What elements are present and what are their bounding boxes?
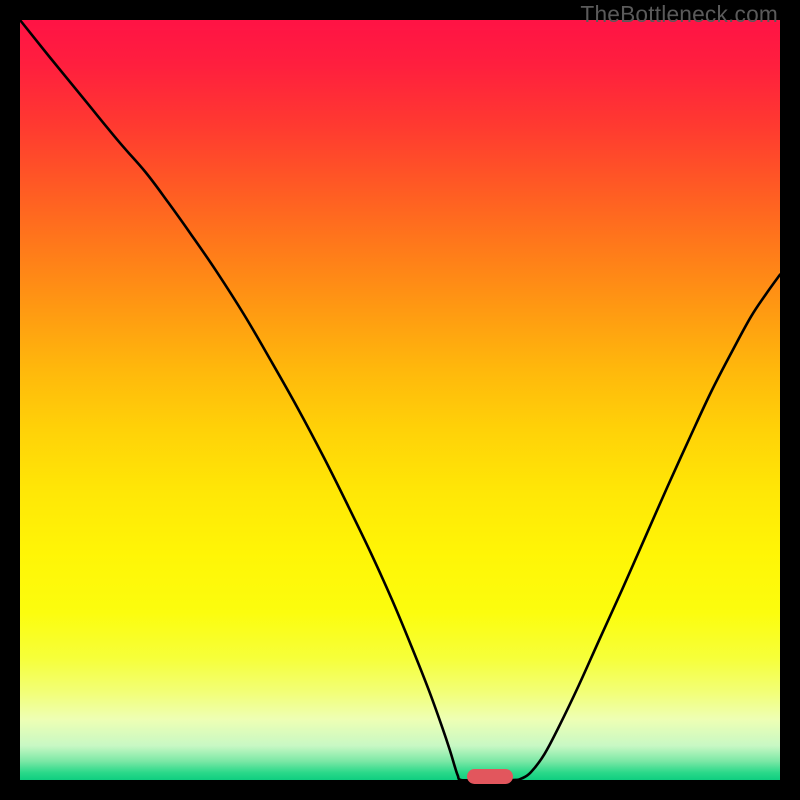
bottleneck-curve [20, 20, 780, 780]
plot-area [20, 20, 780, 780]
curve-path [20, 20, 780, 780]
watermark-text: TheBottleneck.com [580, 1, 778, 28]
chart-stage: TheBottleneck.com [0, 0, 800, 800]
optimal-marker [467, 769, 513, 784]
